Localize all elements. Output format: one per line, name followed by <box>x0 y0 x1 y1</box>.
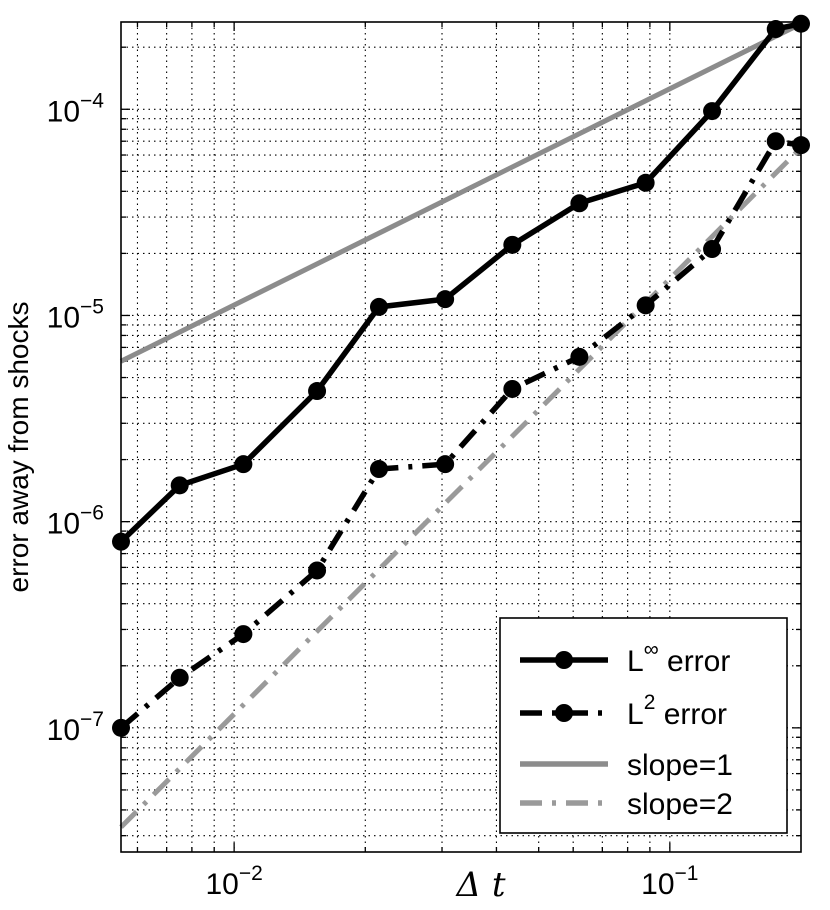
legend: L∞ error L2 error slope=1 slope=2 <box>499 617 788 834</box>
y-tick-label: 10−4 <box>47 89 105 128</box>
y-tick-label: 10−7 <box>47 708 104 747</box>
data-point <box>170 668 189 687</box>
data-point <box>570 194 589 213</box>
data-point <box>703 102 722 121</box>
series-line-1 <box>119 138 802 730</box>
legend-label: slope=2 <box>627 788 733 821</box>
legend-box <box>499 617 788 834</box>
data-point <box>308 561 327 580</box>
data-point <box>766 132 785 151</box>
data-point <box>503 379 522 398</box>
data-point <box>636 173 655 192</box>
data-point <box>436 455 455 474</box>
legend-label: L∞ error <box>627 638 730 678</box>
series-line-3 <box>119 146 803 829</box>
legend-label: L2 error <box>627 691 727 731</box>
series-line-2 <box>119 21 803 364</box>
y-axis-label: error away from shocks <box>3 302 34 593</box>
axis-ticks <box>121 22 801 852</box>
x-tick-label: 10−2 <box>205 862 262 901</box>
tick-labels: 10−2 10−1 10−7 10−6 10−5 10−4 <box>47 89 699 901</box>
data-point <box>369 297 388 316</box>
series-line-0 <box>119 21 802 544</box>
legend-marker <box>555 651 573 669</box>
x-axis-label: Δ t <box>454 865 505 905</box>
data-point <box>570 347 589 366</box>
data-point <box>436 290 455 309</box>
data-point <box>703 240 722 259</box>
x-tick-label: 10−1 <box>641 862 698 901</box>
y-tick-label: 10−5 <box>47 295 104 334</box>
legend-marker <box>555 704 573 722</box>
data-point <box>636 296 655 315</box>
data-point <box>234 625 253 644</box>
data-point <box>503 235 522 254</box>
legend-label: slope=1 <box>627 749 733 782</box>
data-point <box>369 460 388 479</box>
data-point <box>308 382 327 401</box>
data-point <box>170 476 189 495</box>
plot-frame <box>120 21 802 853</box>
data-point <box>234 455 253 474</box>
data-point <box>766 20 785 39</box>
y-tick-label: 10−6 <box>47 502 104 541</box>
